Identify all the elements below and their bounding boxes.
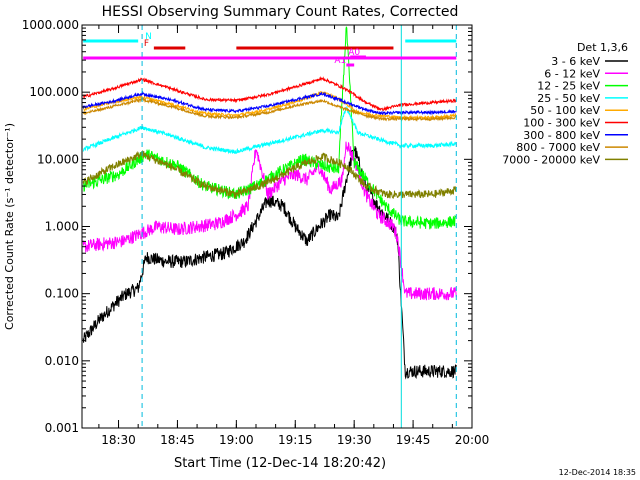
legend-label: 50 - 100 keV [530, 104, 600, 117]
series-line-1 [82, 141, 457, 301]
y-tick-label: 0.001 [45, 421, 79, 435]
x-tick-label: 19:00 [219, 433, 254, 447]
chart-title: HESSI Observing Summary Count Rates, Cor… [102, 4, 459, 20]
y-tick-label: 1000.000 [22, 18, 79, 32]
legend-label: 100 - 300 keV [523, 117, 600, 130]
series-line-8 [82, 150, 457, 199]
series-line-5 [83, 75, 457, 112]
footer-timestamp: 12-Dec-2014 18:35 [559, 468, 636, 477]
y-tick-label: 100.000 [29, 85, 79, 99]
state-bar-label-F: F [144, 39, 149, 49]
state-bar-label-A0: A0 [348, 48, 360, 58]
legend-label: 25 - 50 keV [537, 92, 600, 105]
y-tick-label: 1.000 [45, 220, 79, 234]
y-tick-label: 0.010 [45, 354, 79, 368]
series-line-7 [83, 96, 457, 122]
x-axis-label: Start Time (12-Dec-14 18:20:42) [174, 456, 386, 471]
x-tick-label: 18:45 [160, 433, 195, 447]
legend-label: 12 - 25 keV [537, 80, 600, 93]
y-tick-label: 0.100 [45, 287, 79, 301]
x-tick-label: 19:30 [337, 433, 372, 447]
state-bar-label-N: N [145, 32, 152, 42]
series-line-3 [82, 105, 457, 155]
y-axis-label: Corrected Count Rate (s⁻¹ detector⁻¹) [3, 123, 16, 330]
state-bar-label-A1: A1 [334, 56, 346, 66]
y-tick-label: 10.000 [37, 152, 79, 166]
x-tick-label: 19:45 [396, 433, 431, 447]
series-line-2 [82, 26, 457, 230]
series-line-4 [82, 91, 457, 121]
series-line-6 [82, 90, 457, 116]
plot-frame [81, 24, 473, 429]
x-tick-label: 18:30 [101, 433, 136, 447]
series-group [82, 26, 457, 380]
legend-label: 6 - 12 keV [544, 67, 600, 80]
x-tick-label: 19:15 [278, 433, 313, 447]
legend-label: 300 - 800 keV [523, 129, 600, 142]
legend-title: Det 1,3,6 [577, 41, 628, 54]
x-tick-label: 20:00 [455, 433, 490, 447]
legend-label: 800 - 7000 keV [516, 141, 600, 154]
legend-label: 7000 - 20000 keV [502, 153, 600, 166]
legend-label: 3 - 6 keV [551, 55, 600, 68]
